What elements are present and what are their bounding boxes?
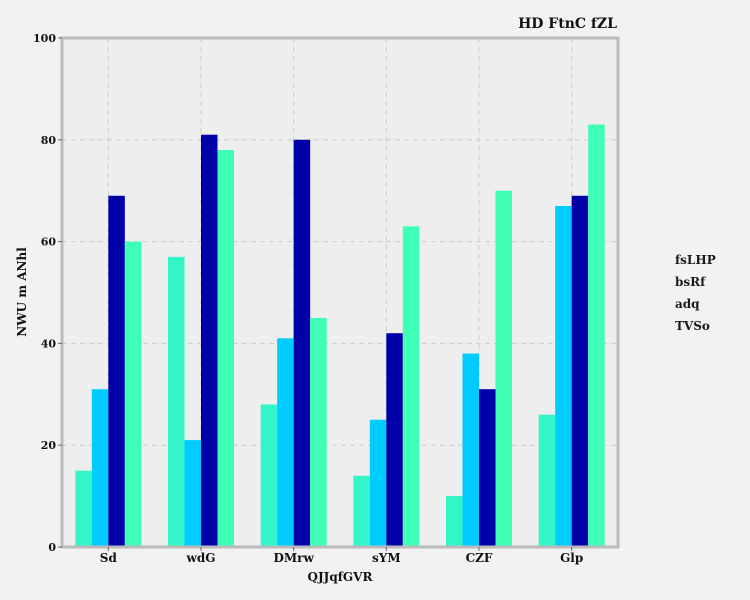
y-tick-label: 80 bbox=[41, 134, 57, 147]
bar bbox=[538, 414, 556, 547]
axis-ticks: 0 20 40 60 80 100 Sd wdG DMrw sYM CZF Glp bbox=[33, 32, 583, 565]
x-tick-label: Glp bbox=[560, 551, 583, 565]
bar bbox=[168, 256, 185, 547]
bar bbox=[462, 353, 479, 547]
y-tick-label: 20 bbox=[41, 439, 57, 452]
x-axis-label: QJJqfGVR bbox=[308, 570, 374, 584]
bars bbox=[75, 124, 605, 548]
bar bbox=[369, 419, 387, 547]
x-tick-label: sYM bbox=[372, 551, 401, 565]
x-tick-label: wdG bbox=[186, 551, 216, 565]
bar bbox=[479, 389, 496, 547]
legend-item: TVSo bbox=[675, 319, 710, 333]
y-tick-label: 40 bbox=[41, 337, 57, 350]
chart-title: HD FtnC fZL bbox=[518, 16, 617, 32]
bar bbox=[217, 149, 234, 548]
bar bbox=[260, 404, 278, 547]
bar bbox=[495, 190, 512, 547]
bar bbox=[353, 475, 370, 547]
x-tick-label: DMrw bbox=[273, 551, 314, 565]
legend-item: adq bbox=[675, 297, 700, 311]
bar bbox=[402, 226, 420, 547]
bar bbox=[446, 496, 463, 547]
legend-item: fsLHP bbox=[675, 253, 716, 267]
bar bbox=[386, 333, 403, 547]
bar bbox=[75, 470, 92, 547]
bar bbox=[184, 440, 201, 547]
y-tick-label: 0 bbox=[48, 541, 56, 554]
plot-area bbox=[62, 38, 618, 547]
legend-item: bsRf bbox=[675, 275, 706, 289]
bar bbox=[277, 338, 294, 547]
x-tick-label: Sd bbox=[100, 551, 118, 565]
bar bbox=[201, 134, 218, 547]
bar bbox=[310, 317, 327, 547]
bar bbox=[91, 389, 109, 547]
bar bbox=[588, 124, 605, 547]
bar bbox=[108, 195, 125, 548]
legend: fsLHP bsRf adq TVSo bbox=[675, 252, 716, 340]
y-tick-label: 60 bbox=[41, 236, 57, 249]
bar bbox=[293, 139, 311, 548]
bar bbox=[124, 241, 142, 547]
y-axis-label: NWU m ANhl bbox=[15, 247, 29, 337]
bar bbox=[571, 195, 589, 548]
plot-frame bbox=[60, 36, 620, 549]
x-tick-label: CZF bbox=[466, 551, 493, 565]
y-tick-label: 100 bbox=[33, 32, 56, 45]
bar bbox=[555, 205, 572, 547]
